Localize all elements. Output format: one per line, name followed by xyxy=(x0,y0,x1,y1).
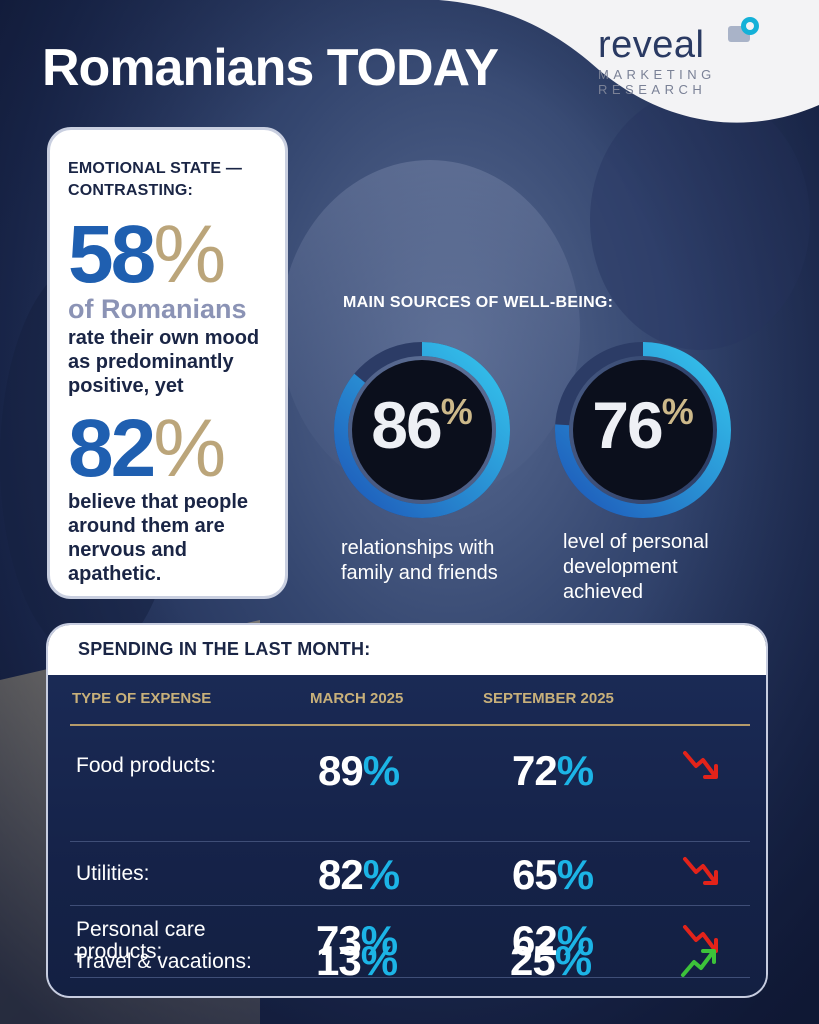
value-number: 62 xyxy=(512,917,558,964)
wellbeing-value-76: 76% xyxy=(548,387,738,463)
value-unit: % xyxy=(554,937,592,984)
expense-label: Utilities: xyxy=(76,862,150,885)
march-value: 73% xyxy=(316,917,398,965)
table-row: Utilities: 82% 65% xyxy=(48,841,766,905)
progress-ring-76 xyxy=(555,342,731,518)
september-value: 25% xyxy=(510,937,592,985)
march-value: 89% xyxy=(318,747,400,795)
expense-label: Personal care products: xyxy=(76,918,206,963)
ring-number: 76 xyxy=(592,388,663,462)
value-unit: % xyxy=(556,851,594,898)
value-number: 82 xyxy=(318,851,364,898)
september-value: 62% xyxy=(512,917,594,965)
stat-58-percent: 58% xyxy=(68,214,267,296)
column-header-type: TYPE OF EXPENSE xyxy=(72,690,212,707)
value-number: 72 xyxy=(512,747,558,794)
trend-up-icon xyxy=(681,949,716,977)
logo-wordmark: reveal xyxy=(598,24,705,66)
stat-58-value: 58 xyxy=(68,209,156,300)
stat-82-value: 82 xyxy=(68,403,156,494)
stat-82-unit: % xyxy=(153,403,226,494)
wellbeing-ring-76: 76% xyxy=(548,335,738,525)
logo-tagline-line1: MARKETING xyxy=(598,67,716,82)
logo-tagline-line2: RESEARCH xyxy=(598,82,707,97)
value-unit: % xyxy=(556,917,594,964)
value-number: 89 xyxy=(318,747,364,794)
table-row-travel: Travel & vacations: 13% 25% xyxy=(46,925,768,995)
row-divider xyxy=(70,905,750,906)
table-row: Personal care products: 73% 62% xyxy=(48,905,766,977)
value-unit: % xyxy=(362,747,400,794)
value-number: 65 xyxy=(512,851,558,898)
stat-82-percent: 82% xyxy=(68,408,267,490)
logo-background-wave xyxy=(439,0,819,123)
logo-icon xyxy=(728,17,759,42)
trend-down-icon xyxy=(683,751,718,779)
expense-label: Food products: xyxy=(76,754,217,777)
spending-table-card: SPENDING IN THE LAST MONTH: TYPE OF EXPE… xyxy=(46,623,768,998)
progress-ring-86 xyxy=(334,342,510,518)
header-divider xyxy=(70,724,750,726)
stat-58-description: rate their own mood as predominantly pos… xyxy=(68,327,260,397)
ring-unit: % xyxy=(440,391,473,432)
wellbeing-caption-1: relationships with family and friends xyxy=(341,537,498,584)
wellbeing-value-86: 86% xyxy=(327,387,517,463)
wellbeing-heading: MAIN SOURCES OF WELL-BEING: xyxy=(343,294,614,311)
column-header-september: SEPTEMBER 2025 xyxy=(483,690,614,707)
table-row: Food products: 89% 72% xyxy=(48,735,766,795)
trend-down-icon xyxy=(683,857,718,885)
expense-label: Travel & vacations: xyxy=(74,950,252,973)
value-number: 25 xyxy=(510,937,556,984)
wellbeing-ring-86: 86% xyxy=(327,335,517,525)
value-number: 13 xyxy=(316,937,362,984)
emotional-state-card: EMOTIONAL STATE — CONTRASTING: 58% of Ro… xyxy=(47,127,288,599)
column-header-march: MARCH 2025 xyxy=(310,690,404,707)
stat-58-unit: % xyxy=(153,209,226,300)
value-unit: % xyxy=(360,937,398,984)
page-title: Romanians TODAY xyxy=(42,39,499,97)
progress-arc xyxy=(555,342,731,518)
value-number: 73 xyxy=(316,917,362,964)
ring-number: 86 xyxy=(371,388,442,462)
progress-arc xyxy=(334,342,510,518)
row-divider xyxy=(70,841,750,842)
spending-table: TYPE OF EXPENSE MARCH 2025 SEPTEMBER 202… xyxy=(48,675,766,996)
value-unit: % xyxy=(360,917,398,964)
emotional-state-heading: EMOTIONAL STATE — CONTRASTING: xyxy=(68,160,243,199)
stat-58-subject: of Romanians xyxy=(68,294,247,324)
september-value: 65% xyxy=(512,851,594,899)
spending-title: SPENDING IN THE LAST MONTH: xyxy=(78,639,371,659)
stat-82-description: believe that people around them are nerv… xyxy=(68,491,249,585)
spending-header-bar: SPENDING IN THE LAST MONTH: xyxy=(48,625,766,675)
september-value: 72% xyxy=(512,747,594,795)
value-unit: % xyxy=(556,747,594,794)
march-value: 82% xyxy=(318,851,400,899)
wellbeing-caption-2: level of personal development achieved xyxy=(563,531,709,603)
march-value: 13% xyxy=(316,937,398,985)
ring-unit: % xyxy=(661,391,694,432)
value-unit: % xyxy=(362,851,400,898)
row-divider xyxy=(70,977,750,978)
